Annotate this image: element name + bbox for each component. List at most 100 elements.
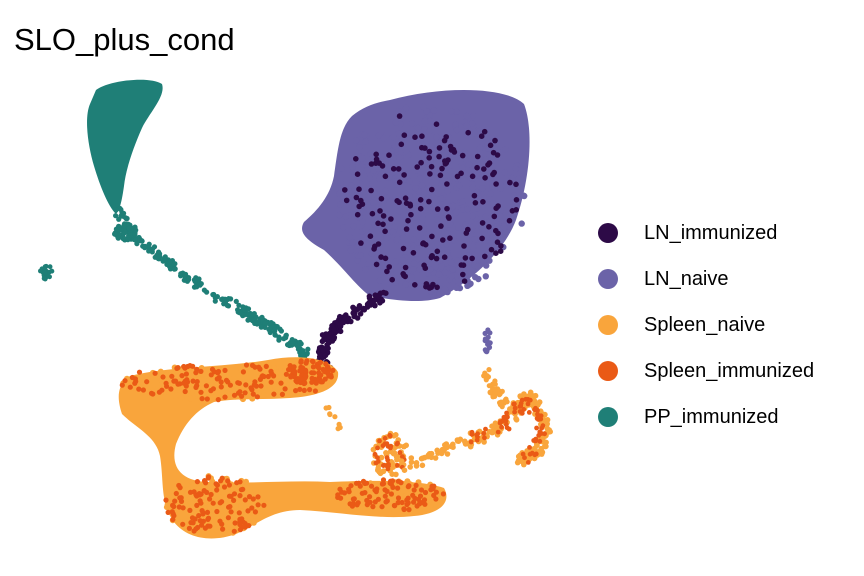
point: [536, 433, 542, 438]
point: [261, 502, 267, 508]
point: [482, 273, 489, 280]
point: [224, 302, 230, 308]
point: [507, 179, 513, 186]
point: [250, 391, 256, 397]
point: [204, 509, 211, 515]
point: [486, 344, 493, 350]
point: [401, 132, 408, 138]
point: [448, 108, 455, 115]
point: [243, 478, 249, 485]
point: [346, 234, 353, 241]
point: [382, 435, 388, 441]
point: [250, 312, 256, 318]
point: [526, 410, 532, 415]
point: [271, 391, 277, 397]
point: [490, 428, 496, 434]
point: [483, 377, 489, 383]
point: [359, 218, 366, 226]
point: [453, 108, 460, 115]
point: [471, 192, 478, 199]
point: [439, 177, 446, 184]
point: [342, 213, 349, 220]
point: [486, 224, 492, 230]
point: [214, 376, 220, 382]
point: [494, 239, 501, 245]
point: [408, 459, 415, 466]
point: [203, 383, 209, 389]
point: [238, 502, 245, 509]
point: [530, 393, 537, 399]
point: [204, 396, 210, 402]
point: [209, 394, 216, 401]
point: [374, 293, 381, 299]
point: [116, 216, 122, 222]
point: [418, 182, 426, 189]
point: [389, 133, 397, 141]
point: [392, 503, 398, 509]
point: [234, 480, 240, 486]
point: [157, 368, 164, 375]
point: [241, 305, 247, 311]
point: [390, 154, 397, 161]
point: [441, 137, 448, 144]
point: [519, 410, 525, 416]
point: [373, 261, 380, 268]
point: [512, 165, 520, 173]
point: [482, 156, 489, 163]
point: [468, 439, 474, 445]
point: [358, 155, 366, 162]
point: [434, 284, 440, 291]
point: [398, 141, 405, 148]
point: [426, 285, 433, 291]
point: [493, 227, 499, 234]
point: [215, 397, 221, 403]
point: [453, 284, 460, 291]
point: [209, 530, 216, 537]
point: [236, 302, 242, 308]
point: [435, 271, 443, 278]
point: [464, 205, 471, 213]
point: [255, 494, 261, 500]
point: [397, 120, 404, 128]
point: [423, 139, 430, 146]
point: [331, 326, 337, 333]
point: [172, 498, 178, 504]
point: [272, 327, 278, 333]
point: [444, 444, 450, 451]
point: [396, 154, 403, 161]
point: [254, 394, 260, 400]
point: [218, 478, 224, 484]
point: [501, 169, 508, 176]
point: [202, 478, 208, 484]
point: [168, 386, 174, 392]
point: [200, 511, 206, 517]
point: [198, 368, 204, 374]
point: [463, 122, 470, 129]
point: [378, 254, 384, 260]
point: [210, 386, 216, 392]
point: [165, 509, 171, 515]
point: [337, 328, 344, 335]
point: [483, 262, 490, 269]
point: [461, 243, 467, 249]
point: [464, 282, 471, 289]
point: [245, 508, 251, 514]
point: [378, 262, 385, 269]
point: [157, 254, 163, 260]
point: [482, 370, 488, 376]
point: [357, 311, 364, 317]
point: [383, 499, 389, 505]
point: [255, 502, 261, 508]
point: [183, 371, 189, 377]
point: [372, 451, 378, 457]
point: [133, 227, 139, 233]
point: [428, 487, 434, 493]
point: [194, 479, 200, 485]
point: [453, 126, 461, 134]
point: [482, 175, 488, 181]
point: [414, 124, 422, 132]
point: [444, 181, 450, 187]
point: [452, 209, 460, 216]
point: [388, 216, 394, 222]
point: [455, 438, 462, 445]
